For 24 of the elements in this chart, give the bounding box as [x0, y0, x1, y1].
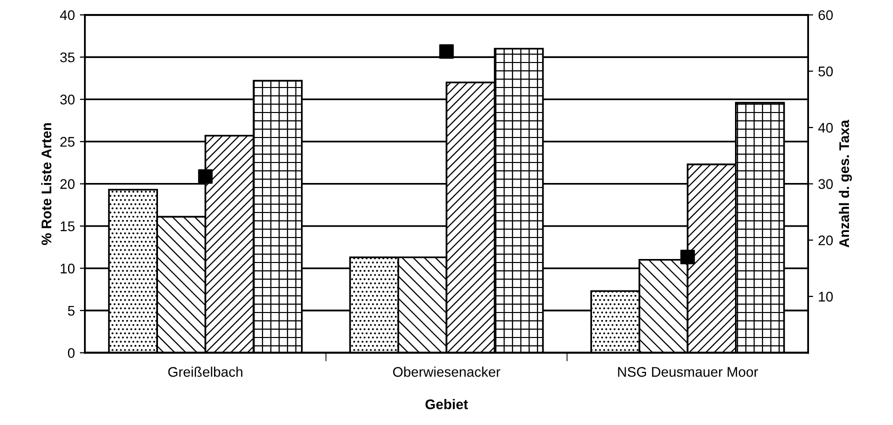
y-tick-label: 15 [60, 222, 75, 232]
y-tick-label: 40 [60, 10, 75, 20]
y2-tick-label: 40 [818, 122, 833, 133]
y2-axis-title: Anzahl d. ges. Taxa [838, 120, 852, 248]
point [439, 44, 454, 59]
x-axis-title: Gebiet [425, 399, 468, 410]
y2-tick-label: 10 [818, 292, 833, 302]
y-tick-label: 0 [68, 348, 75, 358]
y2-tick-label: 50 [818, 66, 833, 76]
y-tick-label: 5 [68, 306, 75, 316]
y-tick-label: 25 [60, 136, 75, 147]
y2-tick-label: 60 [818, 10, 833, 20]
y-tick-label: 10 [60, 264, 75, 274]
y-axis-title: % Rote Liste Arten [41, 123, 52, 245]
y-tick-label: 35 [60, 52, 75, 62]
point [680, 250, 695, 264]
x-tick-label: NSG Deusmauer Moor [618, 367, 758, 377]
point [198, 169, 213, 184]
y-tick-label: 20 [60, 179, 75, 189]
y-tick-label: 30 [60, 94, 75, 105]
y2-tick-label: 20 [818, 235, 833, 246]
x-tick-label: Greißelbach [168, 366, 242, 377]
x-tick-label: Oberwiesenacker [393, 366, 500, 377]
y2-tick-label: 30 [818, 179, 833, 189]
